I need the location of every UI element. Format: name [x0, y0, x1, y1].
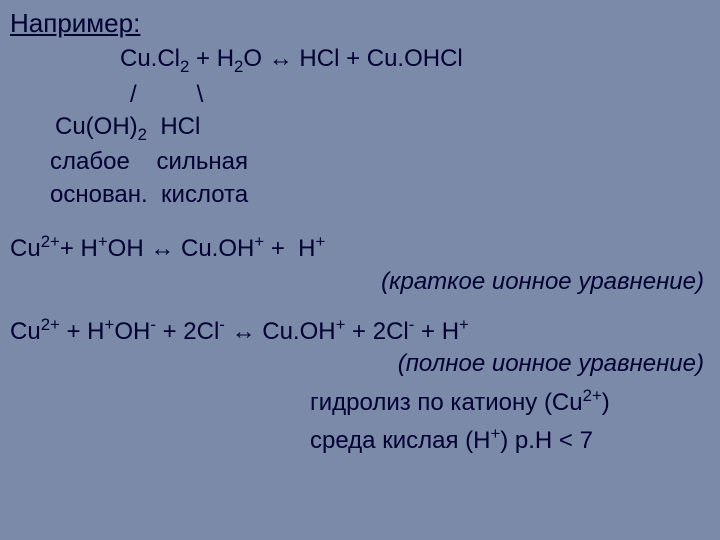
result-line-2: среда кислая (H+) p.H < 7: [10, 423, 710, 457]
ionic-full-note: (полное ионное уравнение): [10, 348, 710, 380]
ionic-short-note: (краткое ионное уравнение): [10, 266, 710, 298]
example-title: Например:: [10, 6, 710, 41]
result-line-1: гидролиз по катиону (Cu2+): [10, 385, 710, 419]
main-equation: Cu.Cl2 + H2O ↔ HCl + Cu.OHCl: [10, 43, 710, 78]
ionic-short-equation: Cu2++ H+OH ↔ Cu.OH+ + H+: [10, 231, 710, 265]
ionic-full-equation: Cu2+ + H+OH- + 2Cl- ↔ Cu.OH+ + 2Cl- + H+: [10, 314, 710, 348]
branch-desc-row2: основан. кислота: [10, 179, 710, 211]
branch-slashes: / \: [10, 79, 710, 111]
desc-right-2: кислота: [161, 181, 248, 208]
branch-desc-row1: слабое сильная: [10, 146, 710, 178]
branch-products: Cu(OH)2 HCl: [10, 111, 710, 146]
desc-left-1: слабое: [50, 148, 130, 175]
desc-right-1: сильная: [156, 148, 248, 175]
desc-left-2: основан.: [50, 181, 148, 208]
